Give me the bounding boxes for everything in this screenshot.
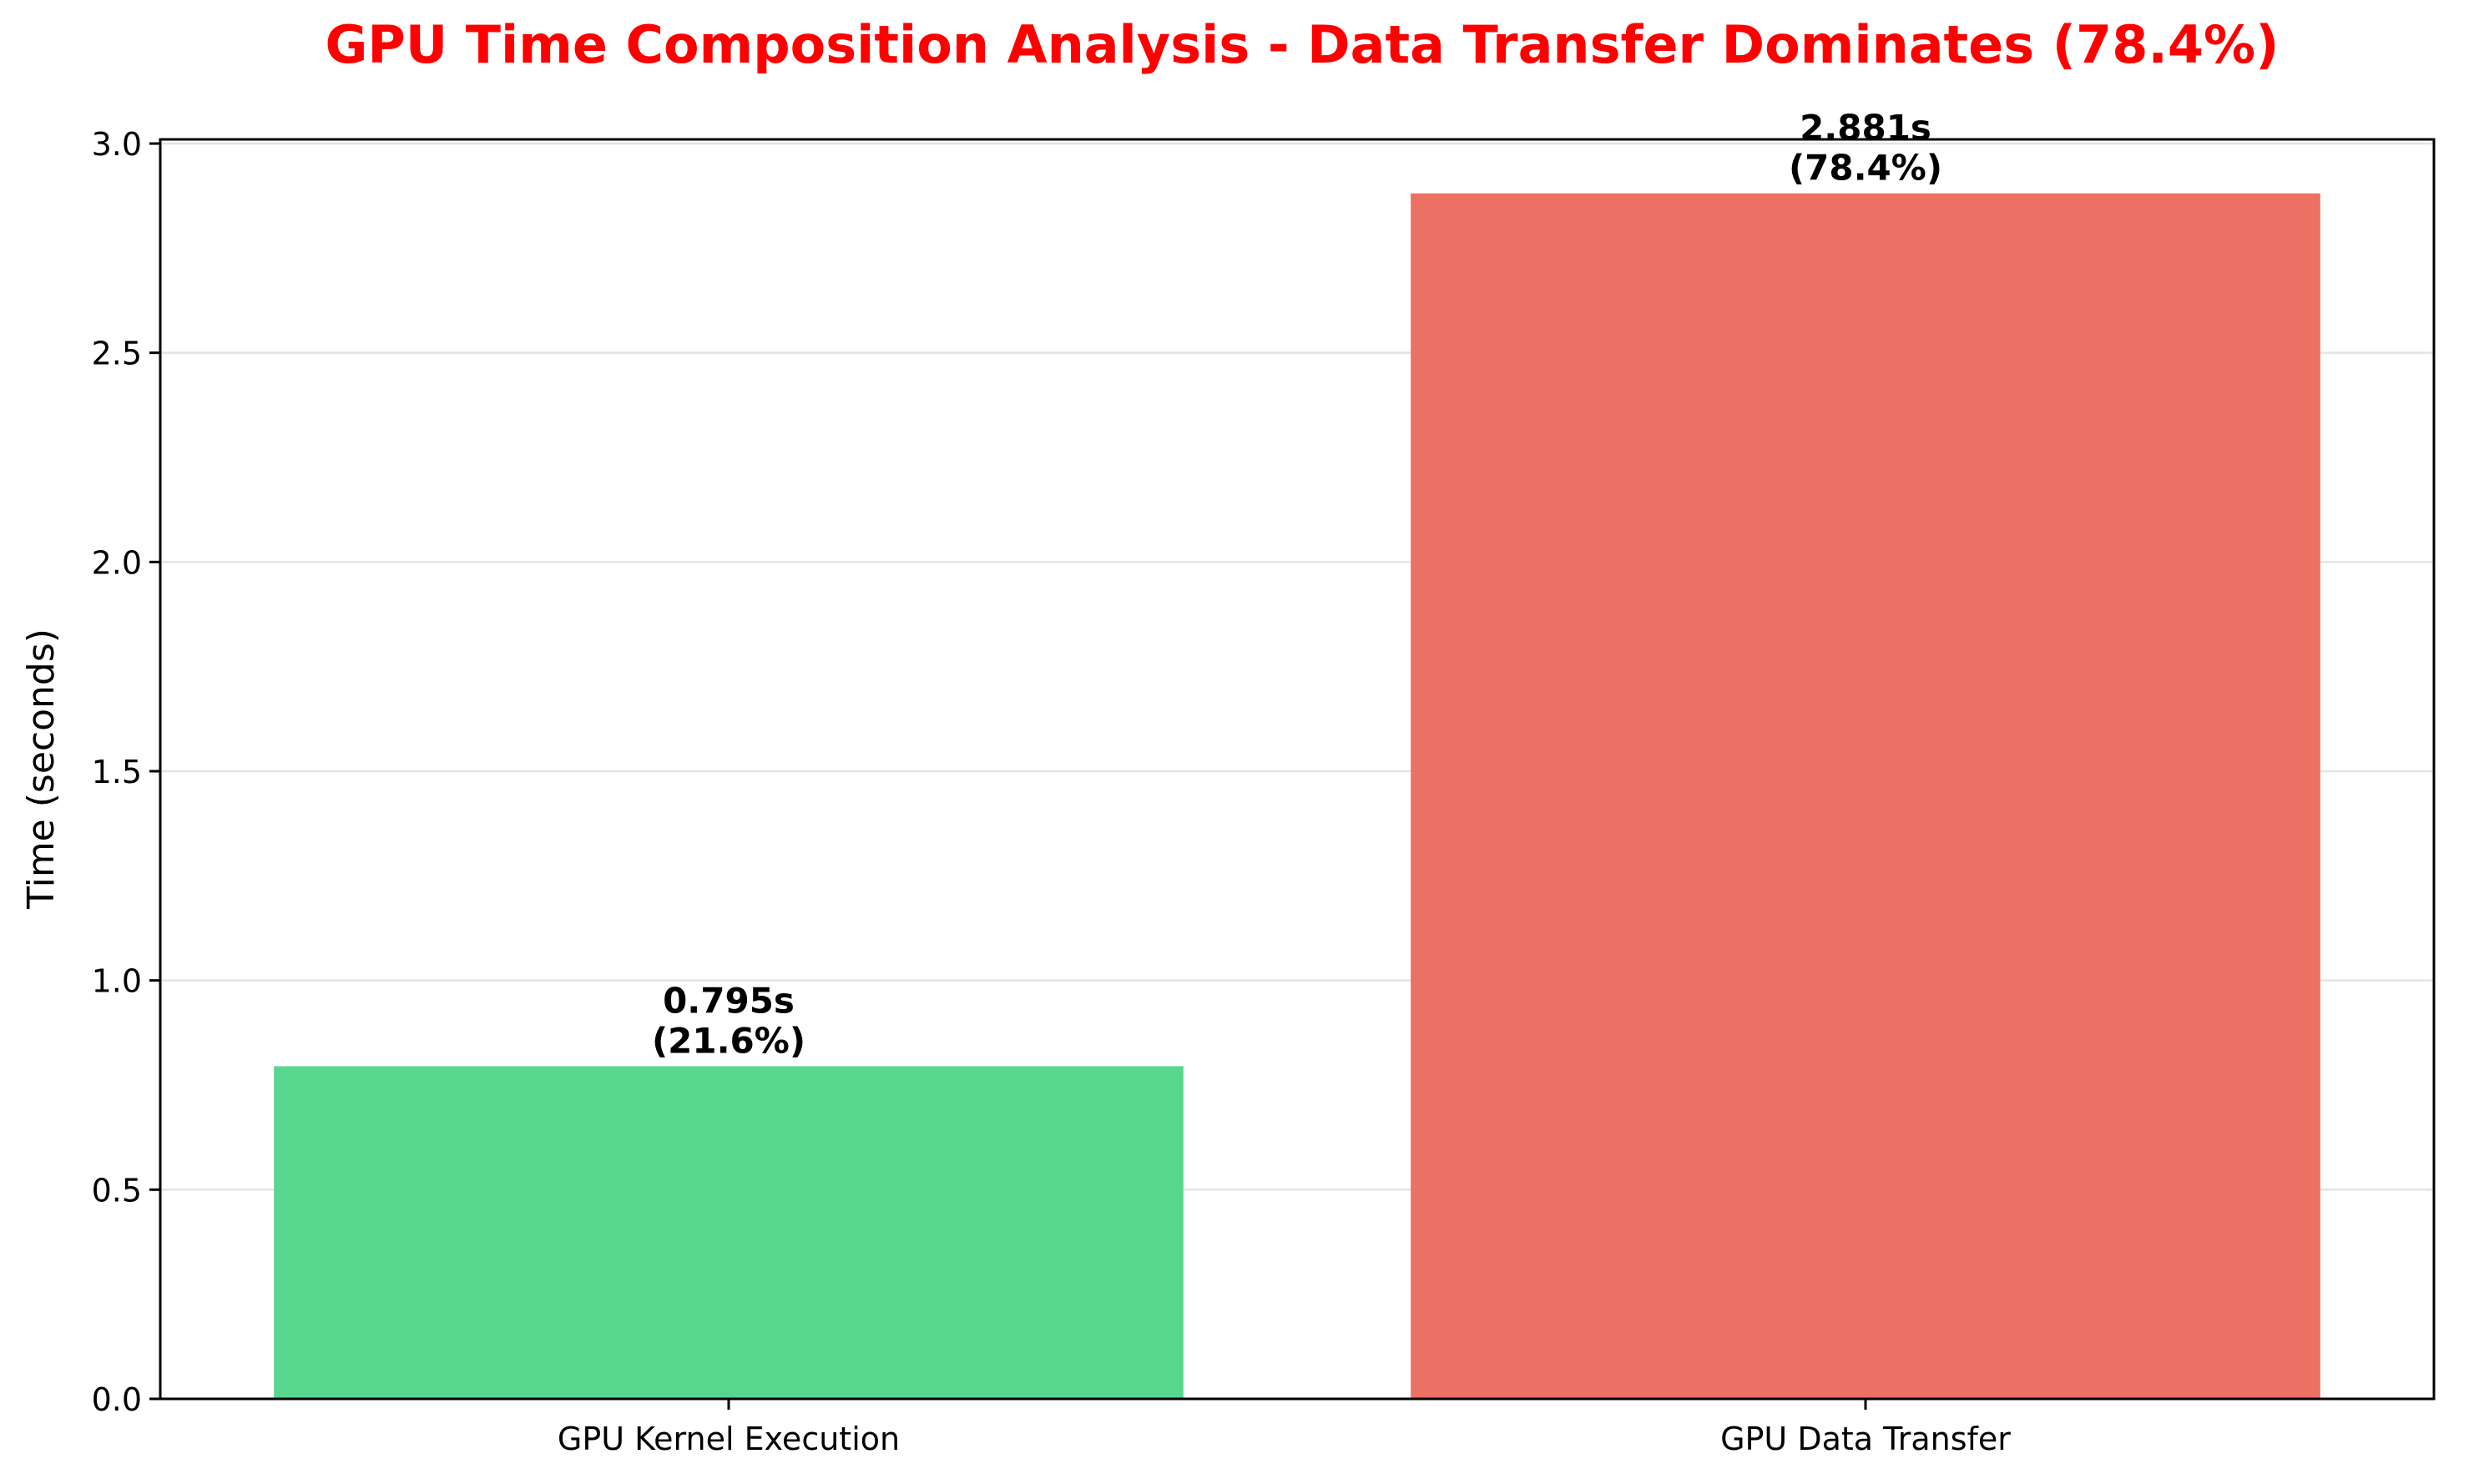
y-tick-label: 0.0 (92, 1381, 142, 1418)
y-tick-label: 1.5 (92, 754, 142, 790)
x-axis: GPU Kernel Execution GPU Data Transfer (558, 1399, 2011, 1457)
bar (1411, 193, 2320, 1400)
y-axis: 0.0 0.5 1.0 1.5 2.0 2.5 3.0 (92, 126, 160, 1418)
x-tick-label: GPU Kernel Execution (558, 1421, 900, 1457)
y-tick-label: 2.5 (92, 336, 142, 372)
bar-value-label: (21.6%) (652, 1020, 805, 1061)
bar-value-label: (78.4%) (1789, 148, 1942, 189)
x-tick-label: GPU Data Transfer (1720, 1421, 2011, 1457)
y-tick-label: 1.0 (92, 963, 142, 1000)
y-tick-label: 0.5 (92, 1172, 142, 1209)
bar-value-label: 0.795s (663, 980, 795, 1021)
bar (274, 1066, 1184, 1399)
y-axis-label: Time (seconds) (20, 628, 63, 910)
bar-value-labels: 0.795s(21.6%) 2.881s(78.4%) (652, 108, 1942, 1062)
bar-value-label: 2.881s (1800, 108, 1931, 149)
y-tick-label: 3.0 (92, 126, 142, 163)
chart-title: GPU Time Composition Analysis - Data Tra… (326, 14, 2280, 75)
y-tick-label: 2.0 (92, 544, 142, 581)
bars (274, 193, 2320, 1400)
plot-frame (159, 138, 2436, 1401)
